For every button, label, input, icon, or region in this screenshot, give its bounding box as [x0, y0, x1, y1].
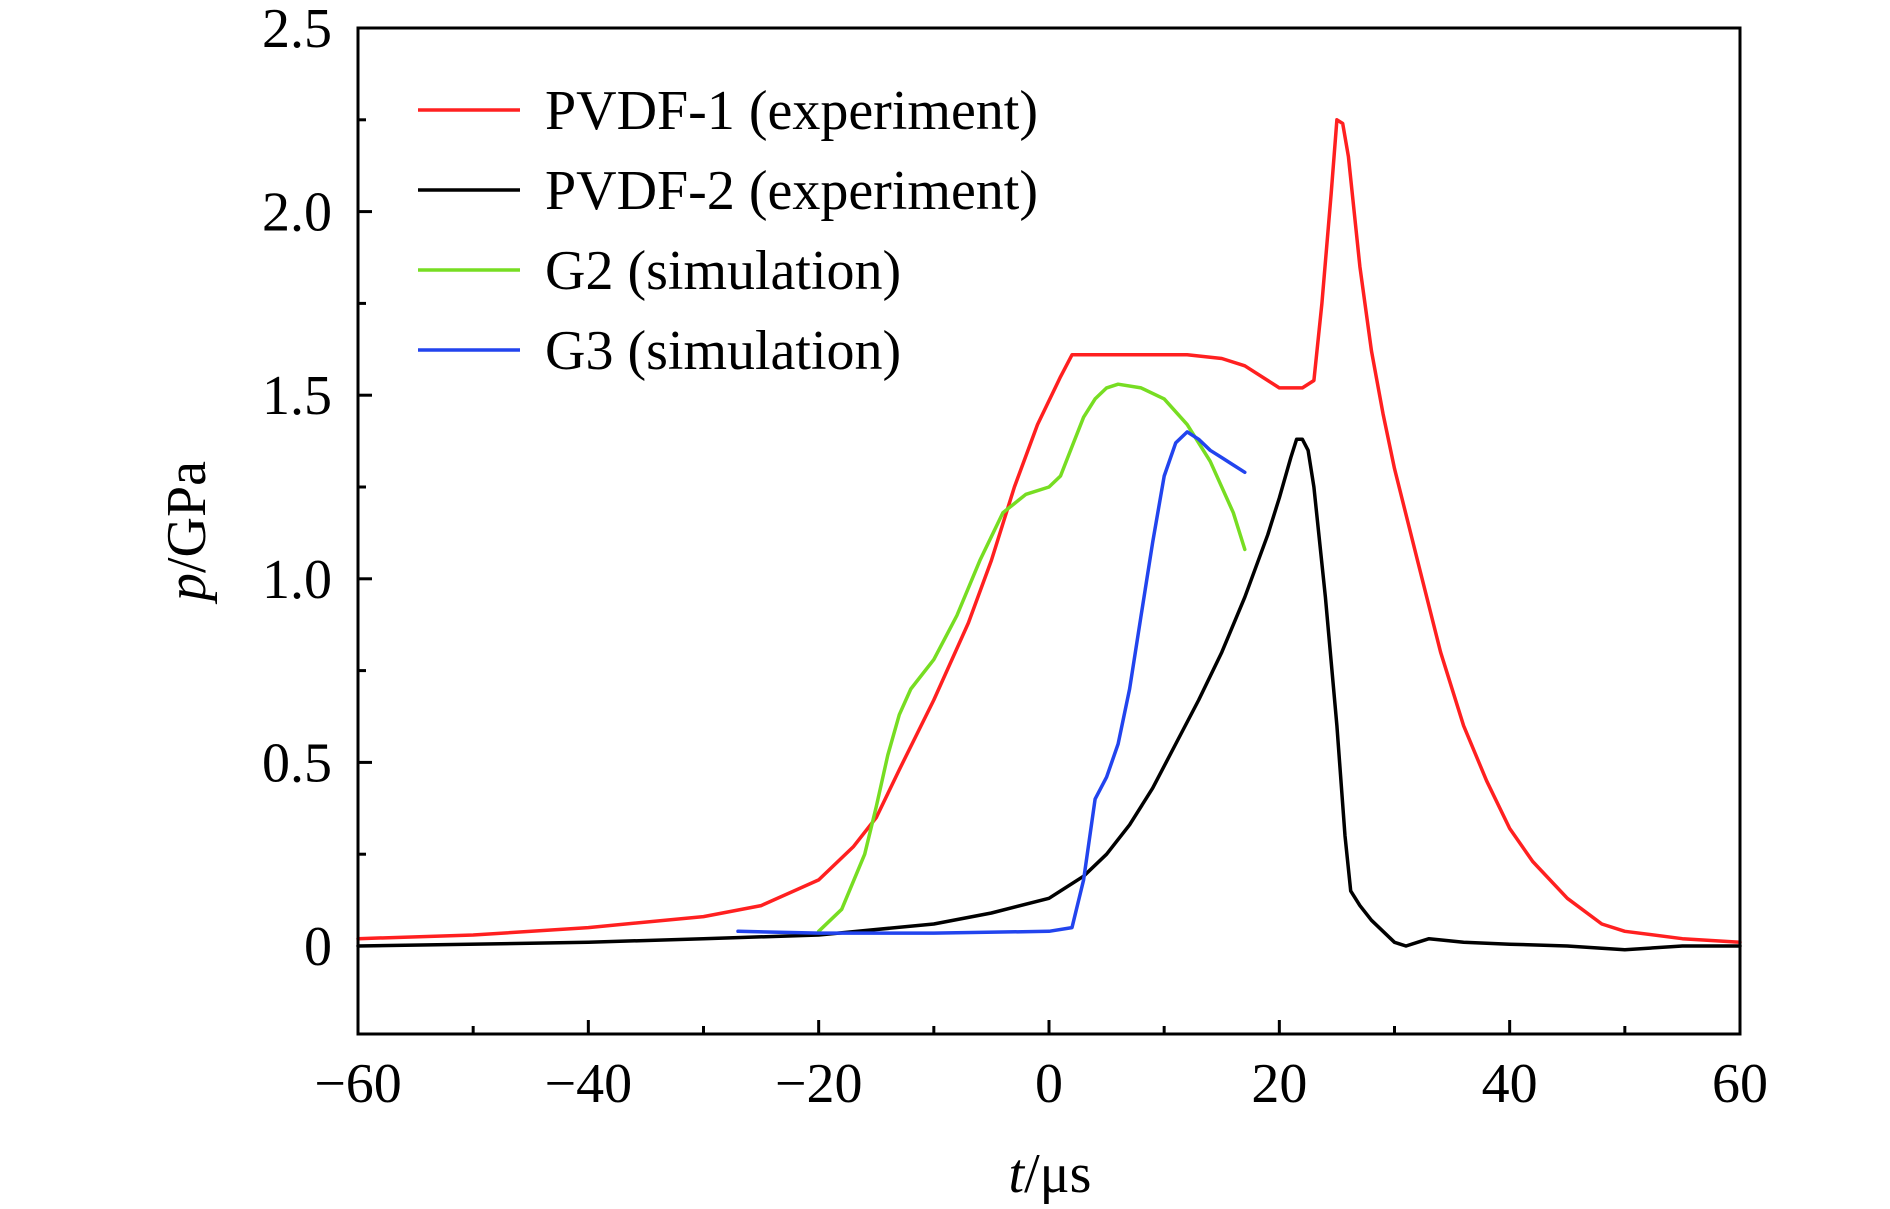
legend-label: PVDF-2 (experiment) [545, 160, 1038, 222]
legend: PVDF-1 (experiment) PVDF-2 (experiment) G2… [418, 80, 1038, 382]
y-tick-label: 2.0 [262, 182, 332, 244]
x-tick-label: 40 [1482, 1053, 1538, 1115]
y-tick-label: 0 [304, 916, 332, 978]
y-tick-label: 1.0 [262, 549, 332, 611]
x-axis-unit: /μs [1024, 1143, 1091, 1205]
y-axis-unit: /GPa [156, 461, 218, 573]
y-axis-variable: p [156, 573, 218, 605]
x-tick-label: 20 [1251, 1053, 1307, 1115]
series-line-4 [736, 430, 1247, 935]
x-tick-label: −20 [775, 1053, 863, 1115]
series-line-1 [356, 118, 1742, 945]
x-tick-label: 60 [1712, 1053, 1768, 1115]
legend-label: G2 (simulation) [545, 240, 901, 302]
ticks-layer: −60 −40 −20 0 20 40 60 0 0.5 1.0 1.5 2.0 2.5 [262, 0, 1768, 1115]
y-tick-label: 0.5 [262, 732, 332, 794]
series-line-3 [816, 382, 1247, 934]
y-axis-title: p/GPa [156, 461, 218, 605]
x-tick-label: 0 [1035, 1053, 1063, 1115]
y-tick-label: 2.5 [262, 0, 332, 60]
x-tick-label: −40 [545, 1053, 633, 1115]
legend-label: G3 (simulation) [545, 320, 901, 382]
x-tick-label: −60 [314, 1053, 402, 1115]
legend-label: PVDF-1 (experiment) [545, 80, 1038, 142]
series-line-2 [356, 437, 1742, 952]
x-axis-variable: t [1009, 1143, 1026, 1205]
series-layer [356, 118, 1742, 952]
y-tick-label: 1.5 [262, 365, 332, 427]
x-axis-title: t/μs [1009, 1143, 1092, 1205]
